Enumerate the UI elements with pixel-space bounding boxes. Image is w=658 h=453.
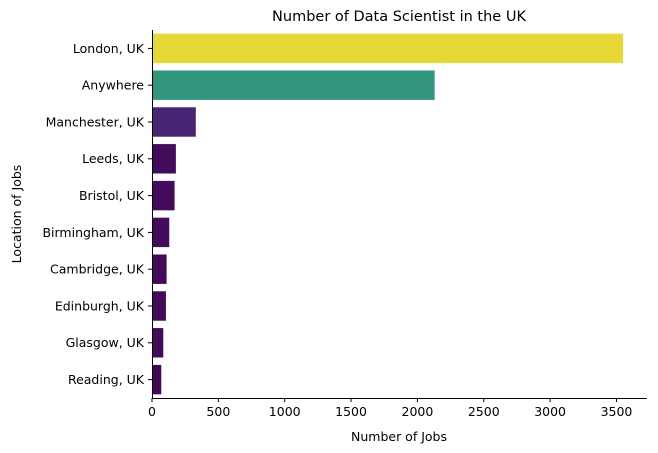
x-tick-label: 3500 [601, 404, 633, 419]
bar [152, 217, 170, 248]
x-tick-label: 3000 [534, 404, 566, 419]
y-tick-label: Birmingham, UK [42, 225, 144, 240]
y-tick-label: Anywhere [82, 78, 145, 93]
bar [152, 180, 175, 211]
y-tick-label: Glasgow, UK [66, 335, 145, 350]
x-tick-label: 1500 [335, 404, 367, 419]
chart-title: Number of Data Scientist in the UK [272, 9, 526, 25]
y-tick-label: Edinburgh, UK [55, 298, 145, 313]
bars-group [152, 33, 624, 395]
bar [152, 254, 167, 284]
bar [152, 70, 435, 100]
y-tick-label: Reading, UK [68, 372, 145, 387]
x-axis-label: Number of Jobs [351, 429, 447, 444]
x-axis-ticks: 0 500 1000 1500 2000 2500 3000 3500 [148, 398, 632, 419]
x-tick-label: 1000 [269, 404, 301, 419]
y-tick-label: Leeds, UK [82, 151, 145, 166]
bar [152, 328, 164, 358]
x-tick-label: 500 [206, 404, 230, 419]
bar [152, 107, 196, 137]
bar [152, 291, 166, 321]
y-tick-label: London, UK [73, 41, 145, 56]
y-axis-ticks: London, UK Anywhere Manchester, UK Leeds, U… [42, 41, 152, 387]
y-tick-label: Bristol, UK [79, 188, 145, 203]
y-axis-label: Location of Jobs [9, 165, 24, 264]
x-tick-label: 0 [148, 404, 156, 419]
y-tick-label: Cambridge, UK [50, 262, 145, 277]
bar [152, 364, 162, 395]
bar [152, 33, 624, 64]
y-tick-label: Manchester, UK [46, 114, 145, 129]
x-tick-label: 2500 [468, 404, 500, 419]
bar [152, 144, 176, 174]
x-tick-label: 2000 [402, 404, 434, 419]
